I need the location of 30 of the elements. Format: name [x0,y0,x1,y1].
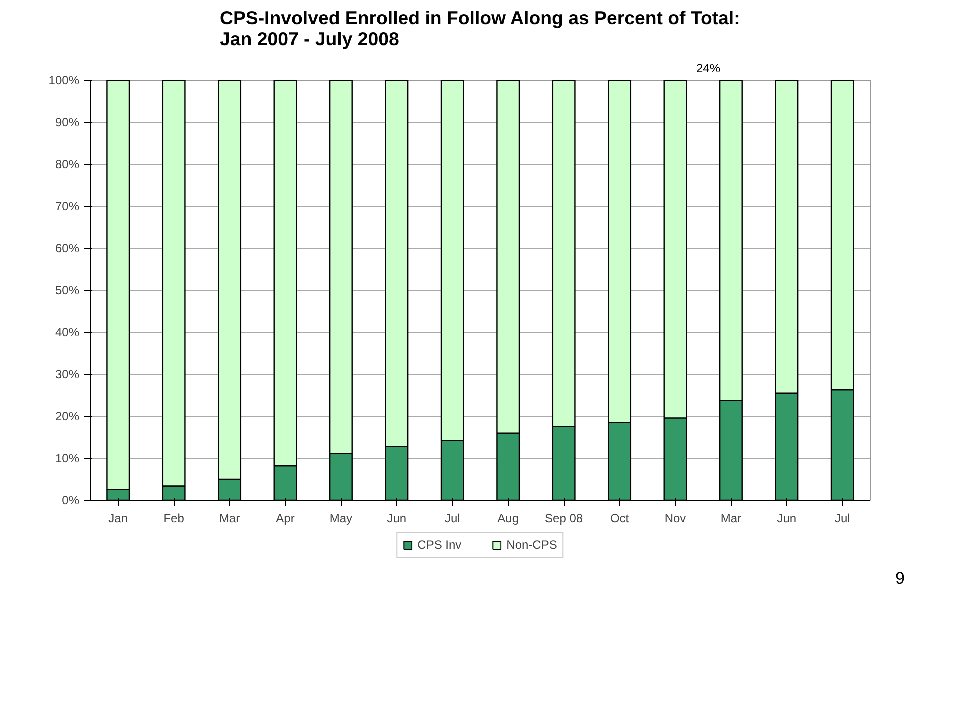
y-tick-label: 20% [55,410,80,424]
y-tick-label: 50% [55,284,80,298]
y-tick-label: 40% [55,326,80,340]
x-tick-label: Jul [834,512,850,526]
x-tick-label: Jun [777,512,797,526]
text: 9 [896,568,905,590]
x-tick-label: Nov [664,512,686,526]
x-tick-label: Feb [164,512,185,526]
y-tick-label: 100% [48,74,80,88]
x-tick-label: Mar [720,512,742,526]
x-tick-label: Jul [444,512,460,526]
x-tick-label: Jun [387,512,407,526]
y-tick-label: 0% [62,494,80,508]
x-tick-label: Apr [276,512,295,526]
x-tick-label: Mar [219,512,240,526]
y-tick-label: 60% [55,242,80,256]
x-tick-label: Oct [610,512,630,526]
text: 24% [696,62,721,76]
y-tick-label: 90% [55,116,80,130]
y-tick-label: 30% [55,368,80,382]
x-tick-label: May [330,512,353,526]
x-tick-label: Sep 08 [545,512,584,526]
x-tick-label: Aug [498,512,520,526]
legend-label: CPS Inv [418,538,462,552]
chart-title: CPS-Involved Enrolled in Follow Along as Percent of Total: Jan 2007 - July 2008 [220,8,740,50]
y-tick-label: 80% [55,158,80,172]
y-tick-label: 10% [55,452,80,466]
x-tick-label: Jan [108,512,128,526]
y-tick-label: 70% [55,200,80,214]
legend-label: Non-CPS [506,538,558,552]
